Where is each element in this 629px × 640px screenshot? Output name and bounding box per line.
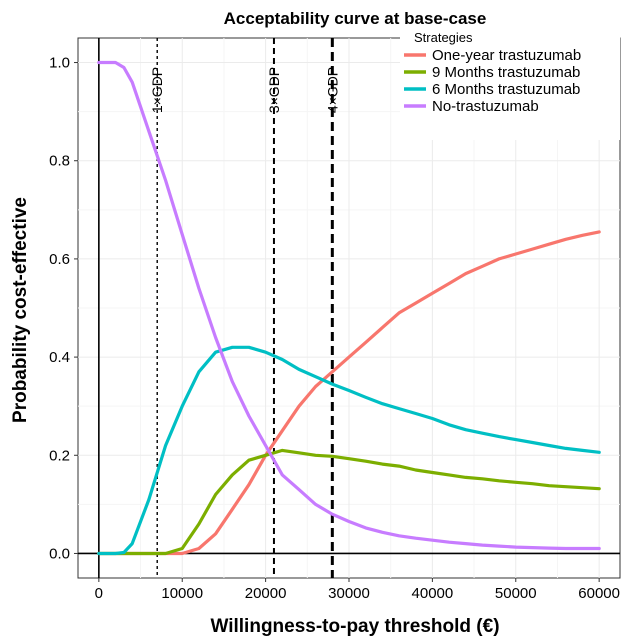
threshold-label-2: 3×GDP — [266, 67, 282, 113]
x-tick-label: 50000 — [495, 585, 537, 602]
y-tick-label: 0.2 — [49, 447, 70, 464]
legend-label-1: One-year trastuzumab — [432, 47, 581, 64]
series-line-1 — [97, 230, 601, 556]
x-tick-label: 30000 — [328, 585, 370, 602]
threshold-label-3: 4×GDP — [324, 67, 340, 113]
series-line-3 — [97, 345, 601, 556]
y-tick-label: 0.4 — [49, 349, 70, 366]
legend-title: Strategies — [414, 30, 473, 45]
threshold-label-1: 1×GDP — [149, 67, 165, 113]
series-line-2 — [97, 448, 601, 556]
y-tick-label: 0.8 — [49, 153, 70, 170]
x-tick-label: 10000 — [161, 585, 203, 602]
x-tick-label: 0 — [95, 585, 103, 602]
x-axis-ticks: 0 10000 20000 30000 40000 50000 60000 — [95, 578, 620, 602]
x-tick-label: 60000 — [578, 585, 620, 602]
x-axis-title: Willingness-to-pay threshold (€) — [210, 616, 499, 637]
chart-title: Acceptability curve at base-case — [224, 9, 487, 28]
y-tick-label: 0.6 — [49, 251, 70, 268]
legend-label-4: No-trastuzumab — [432, 98, 539, 115]
legend-label-3: 6 Months trastuzumab — [432, 81, 580, 98]
legend-label-2: 9 Months trastuzumab — [432, 64, 580, 81]
y-tick-label: 1.0 — [49, 55, 70, 72]
x-tick-label: 40000 — [412, 585, 454, 602]
series-lines — [97, 60, 601, 556]
threshold-lines: 1×GDP 3×GDP 4×GDP — [149, 38, 340, 578]
y-tick-label: 0.0 — [49, 545, 70, 562]
y-axis-title: Probability cost-effective — [10, 197, 31, 423]
x-tick-label: 20000 — [245, 585, 287, 602]
y-axis-ticks: 0.0 0.2 0.4 0.6 0.8 1.0 — [49, 55, 78, 562]
series-line-4 — [97, 60, 601, 551]
